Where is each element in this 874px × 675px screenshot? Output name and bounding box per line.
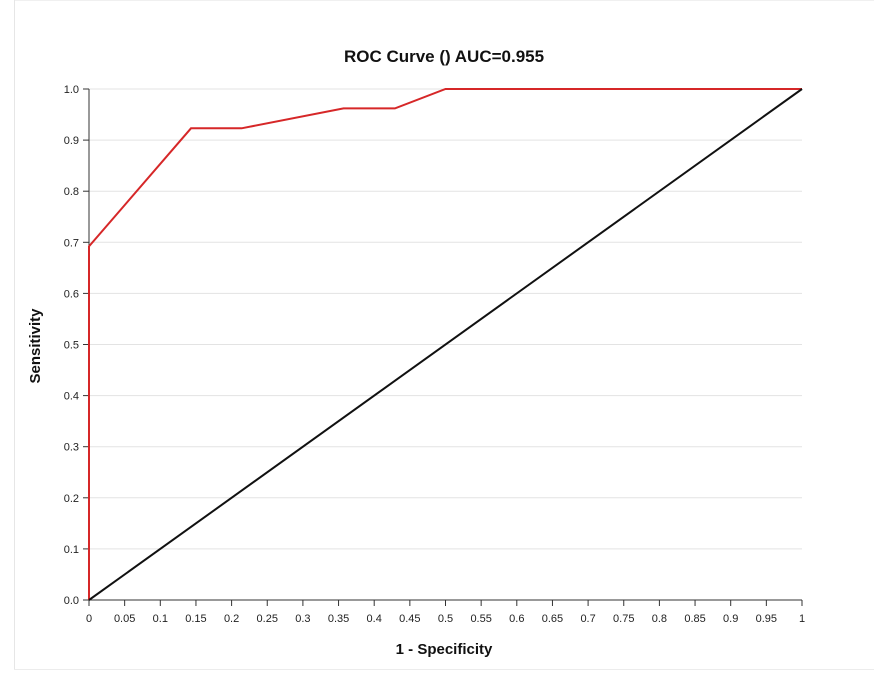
x-tick-label: 0.75 bbox=[613, 613, 634, 625]
frame-bottom-border bbox=[14, 669, 874, 670]
y-tick-label: 0.0 bbox=[64, 595, 79, 607]
x-tick-label: 0.55 bbox=[470, 613, 491, 625]
x-tick-label: 0.65 bbox=[542, 613, 563, 625]
frame-top-border bbox=[14, 0, 874, 1]
x-tick-label: 0.85 bbox=[684, 613, 705, 625]
x-tick-label: 0.35 bbox=[328, 613, 349, 625]
x-tick-label: 0.2 bbox=[224, 613, 239, 625]
y-tick-label: 0.4 bbox=[64, 391, 79, 403]
x-tick-label: 0.4 bbox=[367, 613, 382, 625]
x-tick-label: 0.15 bbox=[185, 613, 206, 625]
y-tick-label: 0.3 bbox=[64, 442, 79, 454]
chart-title: ROC Curve () AUC=0.955 bbox=[344, 47, 544, 66]
x-axis-label: 1 - Specificity bbox=[396, 641, 493, 658]
y-tick-label: 0.5 bbox=[64, 340, 79, 352]
roc-curve-line bbox=[88, 88, 802, 600]
x-tick-label: 0.95 bbox=[756, 613, 777, 625]
x-tick-label: 0.8 bbox=[652, 613, 667, 625]
x-tick-label: 0 bbox=[86, 613, 92, 625]
x-tick-label: 0.25 bbox=[257, 613, 278, 625]
x-tick-label: 0.9 bbox=[723, 613, 738, 625]
series-lines bbox=[88, 88, 803, 601]
x-tick-label: 0.1 bbox=[153, 613, 168, 625]
x-tick-label: 0.7 bbox=[580, 613, 595, 625]
y-tick-label: 0.8 bbox=[64, 186, 79, 198]
x-tick-label: 1 bbox=[799, 613, 805, 625]
y-tick-label: 0.9 bbox=[64, 135, 79, 147]
y-tick-label: 0.7 bbox=[64, 237, 79, 249]
grid-lines bbox=[89, 88, 802, 550]
y-tick-label: 0.2 bbox=[64, 493, 79, 505]
x-tick-label: 0.05 bbox=[114, 613, 135, 625]
reference-diagonal-line bbox=[88, 88, 803, 601]
x-axis-ticks: 0 0.05 0.1 0.15 0.2 0.25 0.3 0.35 0.4 0.45 0.5 0.55… bbox=[86, 600, 805, 625]
y-axis-ticks: 0.0 0.1 0.2 0.3 0.4 0.5 0.6 0.7 0.8 0.9 1.0 bbox=[64, 84, 89, 607]
frame-left-border bbox=[14, 0, 15, 670]
x-tick-label: 0.6 bbox=[509, 613, 524, 625]
x-tick-label: 0.3 bbox=[295, 613, 310, 625]
y-tick-label: 1.0 bbox=[64, 84, 79, 96]
x-tick-label: 0.45 bbox=[399, 613, 420, 625]
y-tick-label: 0.1 bbox=[64, 544, 79, 556]
y-tick-label: 0.6 bbox=[64, 288, 79, 300]
y-axis-label: Sensitivity bbox=[27, 308, 44, 384]
x-tick-label: 0.5 bbox=[438, 613, 453, 625]
